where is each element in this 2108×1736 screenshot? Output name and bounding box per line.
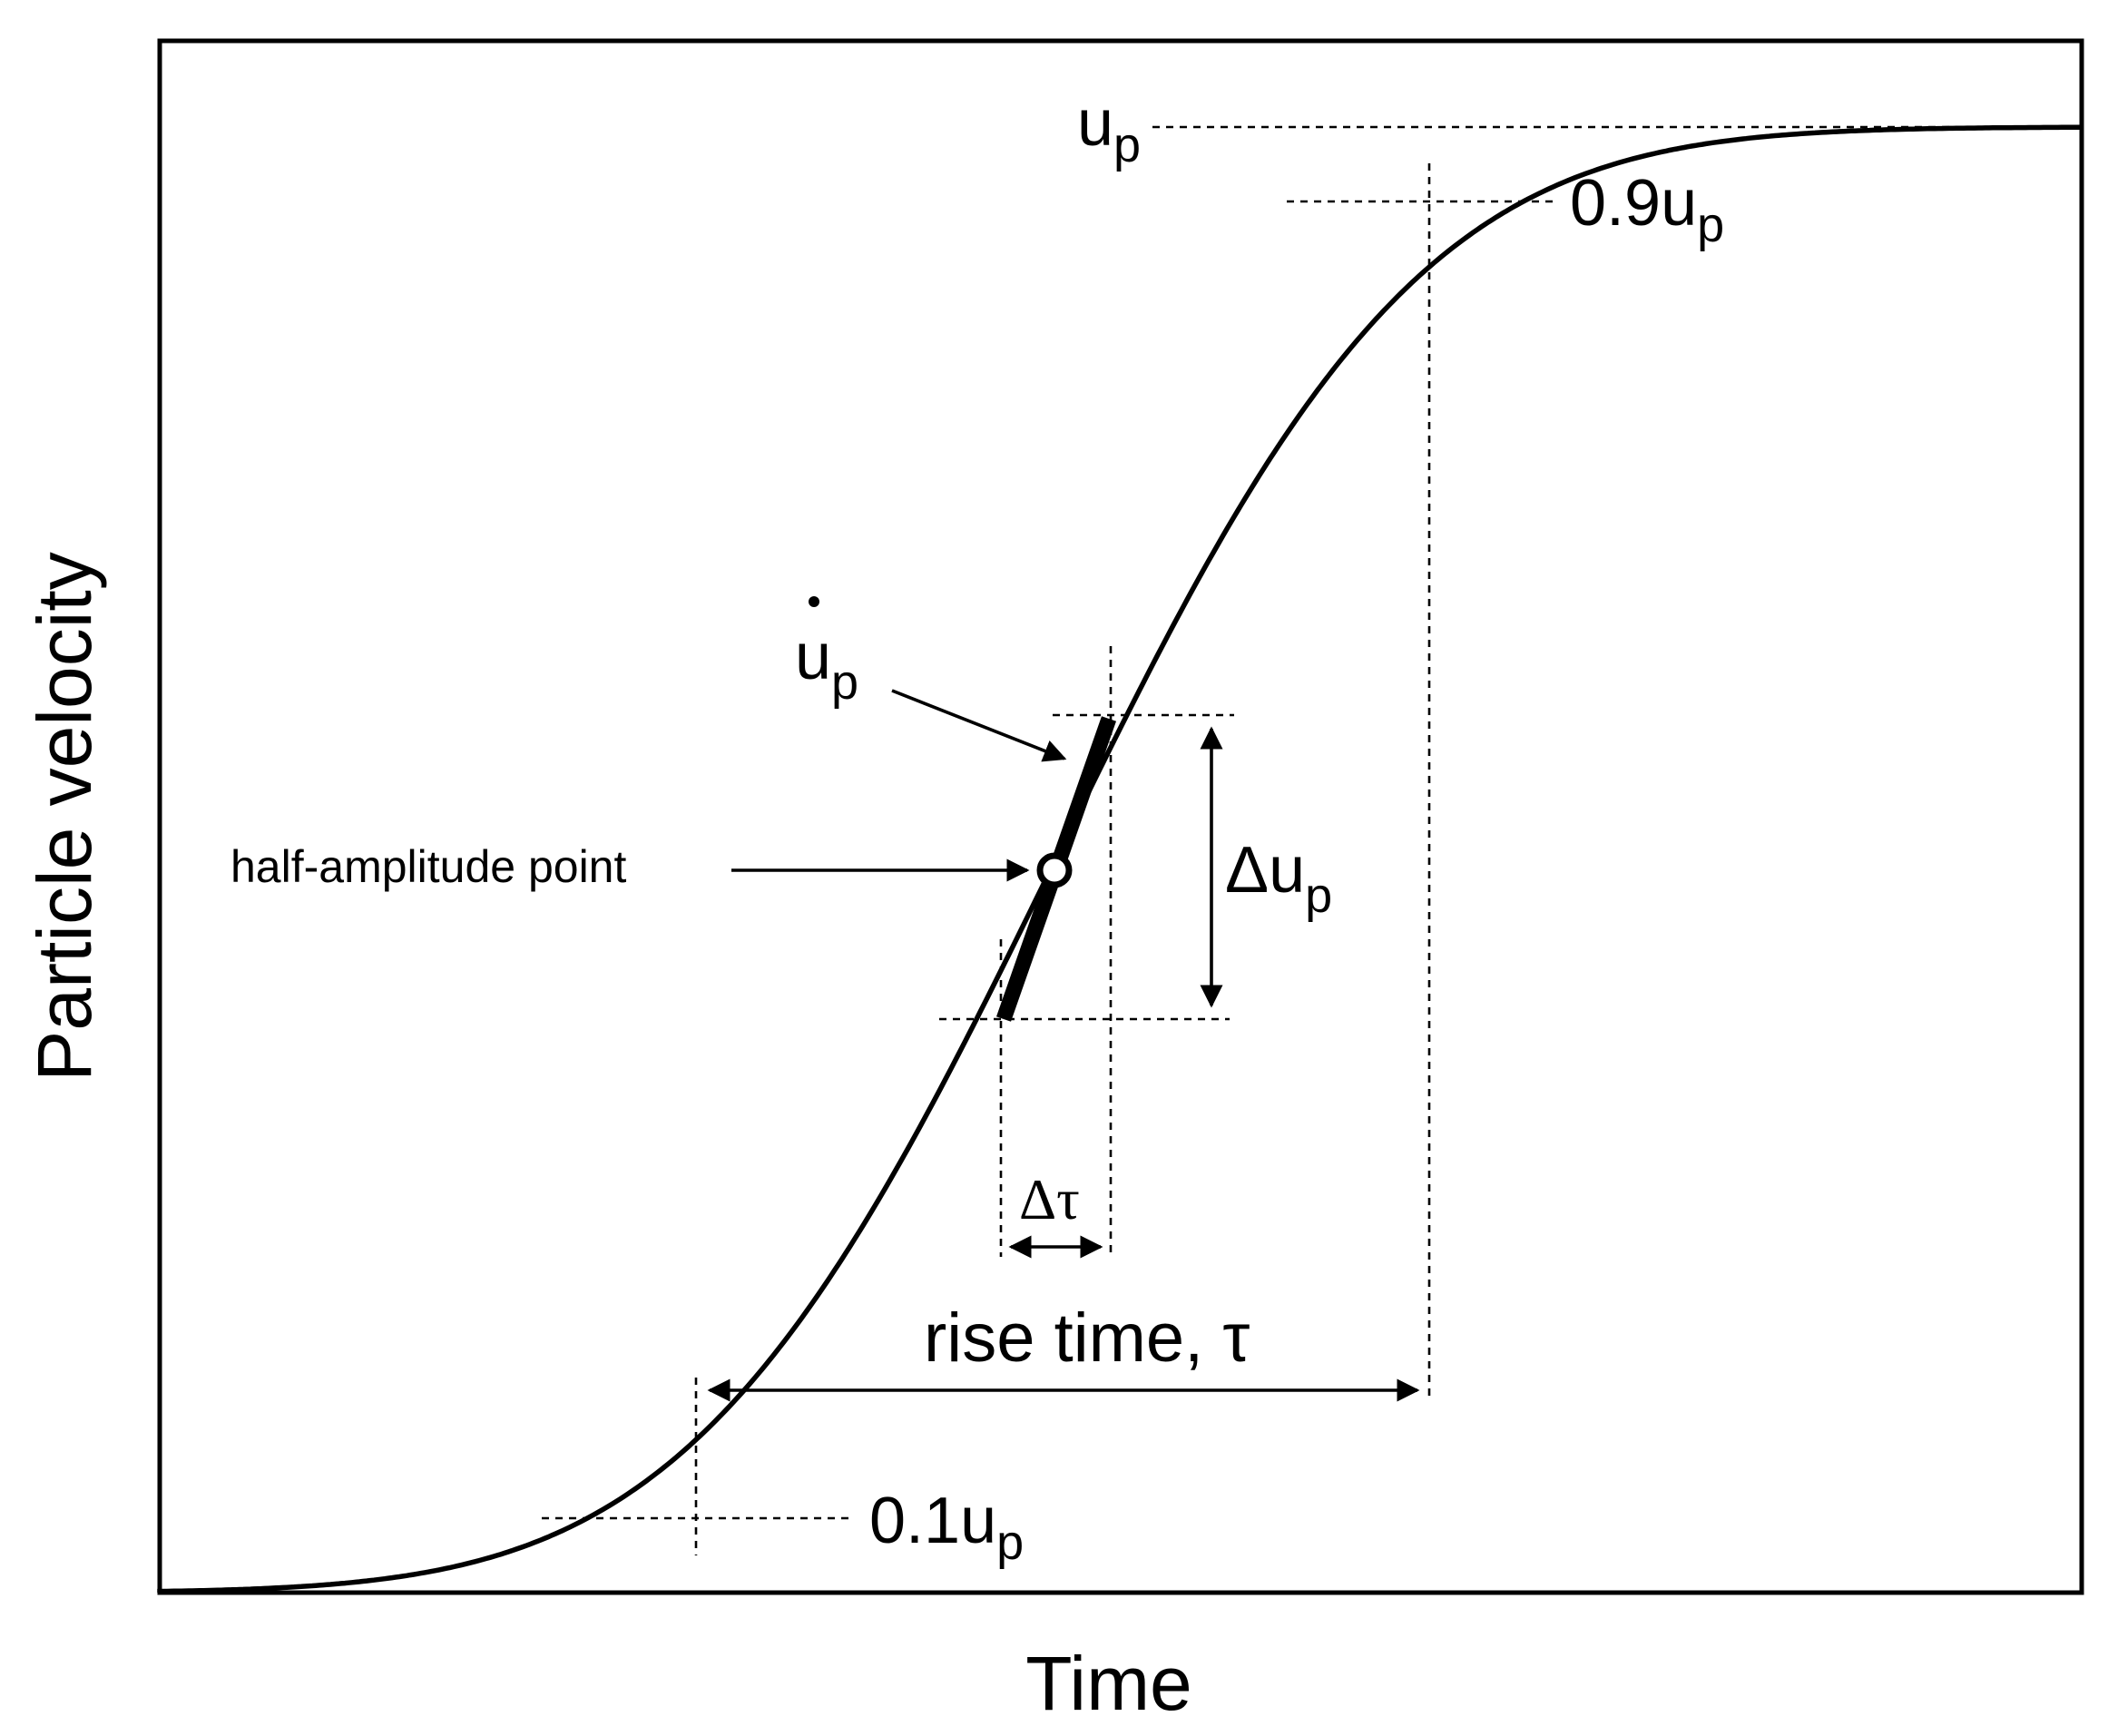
up90-label: 0.9up	[1570, 167, 1724, 252]
plot-frame	[157, 38, 2084, 1595]
updot-label: up	[795, 596, 858, 710]
time-derivative-dot	[809, 596, 819, 607]
up-label: up	[1077, 87, 1141, 172]
delta-up-label: Δup	[1225, 834, 1332, 923]
delta-tau-label: Δτ	[1019, 1167, 1080, 1231]
guide-lines	[542, 125, 2082, 1555]
velocity-curve	[157, 124, 2080, 1594]
updot-pointer-arrow	[891, 689, 1067, 762]
svg-text:up: up	[795, 621, 858, 710]
rise-time-label: rise time, τ	[924, 1300, 1250, 1377]
half-amplitude-point-marker	[1036, 852, 1073, 888]
y-axis-label: Particle velocity	[22, 552, 107, 1082]
up10-label: 0.1up	[869, 1485, 1024, 1570]
x-axis-label: Time	[1025, 1641, 1192, 1726]
half-amplitude-label: half-amplitude point	[230, 841, 626, 892]
